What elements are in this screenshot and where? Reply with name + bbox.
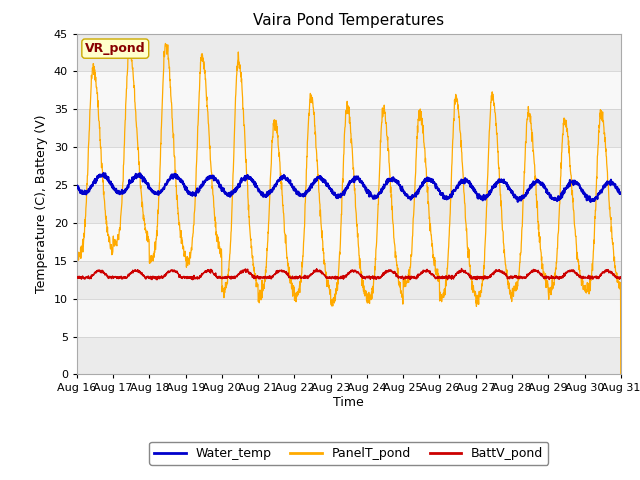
Bar — [77, 261, 621, 299]
Title: Vaira Pond Temperatures: Vaira Pond Temperatures — [253, 13, 444, 28]
Bar — [77, 299, 621, 336]
Bar — [77, 147, 621, 185]
Legend: Water_temp, PanelT_pond, BattV_pond: Water_temp, PanelT_pond, BattV_pond — [149, 442, 548, 465]
X-axis label: Time: Time — [333, 396, 364, 409]
Bar — [77, 109, 621, 147]
Y-axis label: Temperature (C), Battery (V): Temperature (C), Battery (V) — [35, 115, 48, 293]
Bar — [77, 223, 621, 261]
Bar — [77, 34, 621, 72]
Bar — [77, 185, 621, 223]
Text: VR_pond: VR_pond — [85, 42, 145, 55]
Bar — [77, 336, 621, 374]
Bar — [77, 72, 621, 109]
